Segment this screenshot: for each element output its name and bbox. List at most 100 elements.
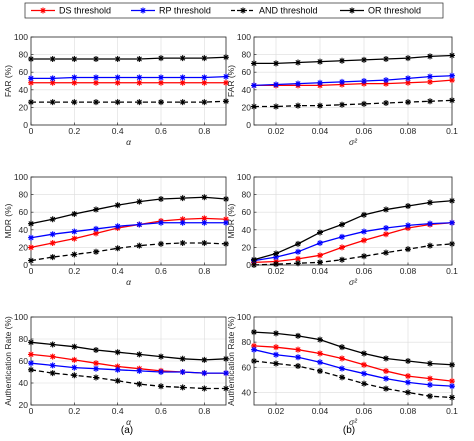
- data-point: [223, 54, 229, 61]
- data-point: [28, 339, 34, 346]
- data-point: [93, 225, 99, 232]
- data-point: [251, 256, 257, 263]
- series-line: [253, 345, 453, 382]
- x-tick-label: 0.06: [356, 266, 373, 276]
- y-tick-label: 100: [237, 32, 251, 42]
- data-point: [201, 194, 208, 201]
- data-point: [71, 228, 78, 235]
- panel-mdr-sigma: 0.02 0.04 0.06 0.08 0.1 0 20 40 60 80 100 σ² MDR (%): [226, 172, 458, 287]
- data-point: [223, 219, 229, 226]
- data-point: [251, 329, 257, 336]
- series-line: [254, 99, 453, 108]
- data-point: [71, 79, 78, 86]
- data-point: [251, 103, 257, 110]
- y-tick-label: 0: [23, 260, 28, 270]
- series-line: [253, 200, 453, 261]
- data-point: [223, 73, 229, 80]
- x-tick-label: 0.06: [356, 406, 373, 416]
- data-point: [93, 99, 99, 106]
- series-line: [31, 100, 227, 103]
- y-tick-label: 40: [19, 378, 29, 388]
- data-point: [361, 350, 367, 357]
- series-and: [251, 97, 455, 110]
- data-point: [449, 394, 455, 401]
- data-point: [71, 210, 78, 217]
- x-tick-label: 0.8: [198, 406, 210, 416]
- data-point: [361, 253, 367, 260]
- data-point: [201, 356, 208, 363]
- data-point: [71, 74, 78, 81]
- series-ds: [28, 215, 229, 251]
- legend-label: DS threshold: [59, 6, 111, 16]
- data-point: [427, 73, 433, 80]
- data-point: [339, 101, 345, 108]
- data-point: [405, 246, 411, 253]
- data-point: [427, 199, 433, 206]
- legend-label: AND threshold: [259, 6, 318, 16]
- data-point: [71, 251, 78, 258]
- data-point: [136, 242, 143, 249]
- y-tick-label: 40: [242, 85, 252, 95]
- x-tick-label: 0.06: [356, 126, 373, 136]
- data-point: [251, 358, 257, 364]
- data-point: [28, 99, 34, 106]
- data-point: [449, 219, 455, 226]
- x-axis-label: α: [126, 277, 132, 287]
- series-rp: [28, 219, 229, 241]
- data-point: [71, 356, 78, 363]
- data-point: [427, 53, 433, 60]
- data-point: [449, 240, 455, 247]
- series-line: [253, 331, 453, 366]
- data-point: [49, 254, 56, 261]
- data-point: [28, 79, 34, 86]
- x-tick-label: 0.1: [446, 406, 458, 416]
- series-line: [254, 79, 453, 87]
- legend-marker: [240, 7, 246, 14]
- data-point: [295, 260, 301, 267]
- data-point: [179, 99, 186, 106]
- data-point: [28, 351, 34, 358]
- data-point: [361, 237, 367, 244]
- data-point: [49, 56, 56, 62]
- data-point: [383, 225, 389, 232]
- data-point: [251, 262, 257, 268]
- data-point: [405, 389, 411, 396]
- y-tick-label: 40: [19, 85, 29, 95]
- data-point: [339, 355, 345, 362]
- y-axis-label: FAR (%): [226, 65, 236, 97]
- series-line: [253, 222, 453, 264]
- y-tick-label: 20: [19, 102, 29, 112]
- data-point: [93, 56, 99, 62]
- data-point: [339, 344, 345, 351]
- y-tick-label: 20: [242, 242, 252, 252]
- series-and: [251, 240, 455, 268]
- y-tick-label: 80: [242, 50, 252, 60]
- data-point: [71, 364, 78, 371]
- y-tick-label: 100: [14, 32, 28, 42]
- data-point: [295, 255, 301, 262]
- data-point: [427, 242, 433, 249]
- data-point: [179, 79, 186, 86]
- data-point: [405, 79, 411, 86]
- y-tick-label: 60: [19, 356, 29, 366]
- series-line: [31, 75, 227, 80]
- data-point: [158, 99, 164, 106]
- data-point: [295, 240, 301, 247]
- data-point: [49, 370, 56, 377]
- data-point: [405, 373, 411, 380]
- x-tick-label: 0: [29, 406, 34, 416]
- data-point: [49, 79, 56, 86]
- data-point: [179, 216, 186, 223]
- data-point: [295, 346, 301, 353]
- legend: DS threshold RP threshold AND threshold OR …: [24, 2, 444, 19]
- plot-area: [31, 177, 226, 265]
- data-point: [158, 219, 164, 226]
- plot-area: [31, 37, 226, 125]
- data-point: [317, 79, 323, 86]
- x-axis-label: σ²: [349, 277, 358, 287]
- data-point: [179, 384, 186, 391]
- data-point: [361, 380, 367, 387]
- series-line: [30, 369, 226, 390]
- data-point: [449, 72, 455, 79]
